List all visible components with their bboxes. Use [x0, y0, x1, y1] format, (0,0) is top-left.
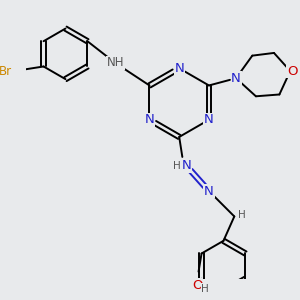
Text: Br: Br [0, 64, 12, 77]
Text: H: H [238, 210, 245, 220]
Text: NH: NH [106, 56, 124, 69]
Text: H: H [172, 161, 180, 171]
Text: O: O [192, 279, 202, 292]
Text: N: N [174, 62, 184, 75]
Text: O: O [287, 64, 297, 77]
Text: N: N [182, 159, 191, 172]
Text: N: N [204, 184, 214, 198]
Text: N: N [204, 113, 214, 126]
Text: N: N [231, 72, 241, 85]
Text: N: N [145, 113, 154, 126]
Text: H: H [201, 284, 209, 294]
